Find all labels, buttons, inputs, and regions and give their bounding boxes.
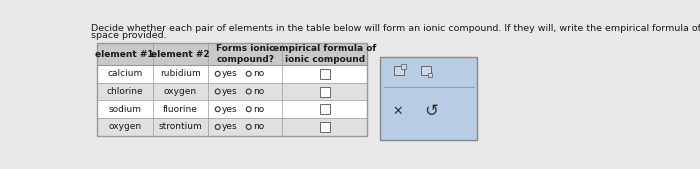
Bar [97, 100, 368, 118]
Text: empirical formula of
ionic compound: empirical formula of ionic compound [273, 44, 377, 64]
Text: chlorine: chlorine [106, 87, 143, 96]
Text: no: no [253, 87, 264, 96]
Bar [401, 64, 406, 69]
Text: strontium: strontium [159, 122, 202, 131]
Bar [320, 87, 330, 96]
Bar [97, 83, 368, 100]
Text: Forms ionic
compound?: Forms ionic compound? [216, 44, 274, 64]
Bar [381, 57, 477, 140]
Text: Decide whether each pair of elements in the table below will form an ionic compo: Decide whether each pair of elements in … [90, 24, 700, 33]
Text: ↺: ↺ [424, 102, 438, 120]
Bar [394, 66, 405, 75]
Text: element #1: element #1 [95, 50, 154, 59]
Text: oxygen: oxygen [108, 122, 141, 131]
Text: no: no [253, 69, 264, 78]
Text: yes: yes [222, 69, 237, 78]
Bar [97, 118, 368, 136]
Bar [320, 104, 330, 114]
Text: yes: yes [222, 122, 237, 131]
Bar [421, 66, 430, 75]
Text: yes: yes [222, 87, 237, 96]
Text: rubidium: rubidium [160, 69, 201, 78]
Bar [97, 43, 368, 65]
Bar [97, 43, 368, 136]
Text: yes: yes [222, 105, 237, 114]
Text: calcium: calcium [107, 69, 142, 78]
Text: no: no [253, 122, 264, 131]
Bar [97, 65, 368, 83]
Text: no: no [253, 105, 264, 114]
Bar [428, 73, 433, 77]
Bar [320, 69, 330, 79]
Text: fluorine: fluorine [163, 105, 198, 114]
Text: space provided.: space provided. [90, 31, 166, 40]
Text: oxygen: oxygen [164, 87, 197, 96]
Text: sodium: sodium [108, 105, 141, 114]
Bar [320, 122, 330, 132]
Text: element #2: element #2 [151, 50, 210, 59]
Text: ✕: ✕ [392, 105, 402, 118]
